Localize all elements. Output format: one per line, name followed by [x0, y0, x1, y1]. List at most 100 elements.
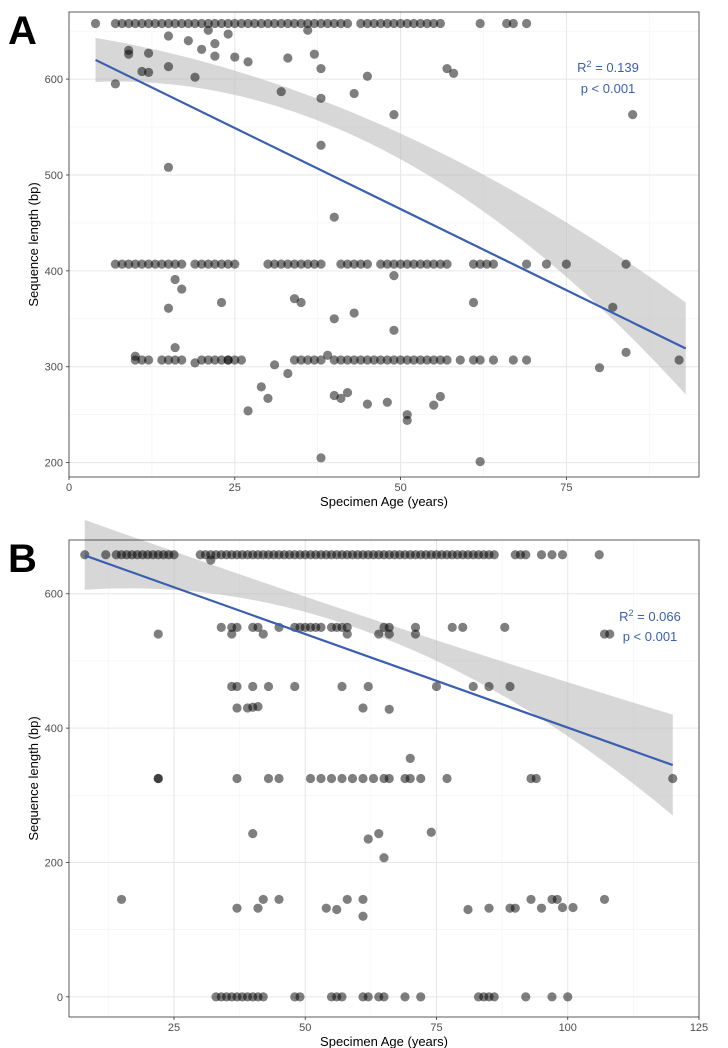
panel-a-data-point — [402, 415, 412, 426]
panel-a-y-axis-title: Sequence length (bp) — [26, 182, 41, 306]
panel-b-x-tick-label: 50 — [299, 1022, 311, 1034]
panel-a-data-point — [190, 259, 200, 269]
panel-a-data-point — [269, 18, 280, 29]
panel-a-data-point — [296, 297, 306, 308]
panel-a-data-point — [435, 391, 445, 402]
panel-a-data-point — [395, 355, 406, 365]
panel-b-data-point — [384, 622, 394, 632]
panel-b-data-point — [547, 550, 557, 560]
panel-b-data-point — [599, 894, 610, 905]
panel-a-data-point — [455, 355, 465, 365]
panel-b-data-point — [557, 902, 568, 913]
panel-a-data-point — [263, 259, 273, 269]
panel-a-data-point — [395, 259, 406, 269]
panel-b-r-squared: R2 = 0.066 — [619, 608, 681, 624]
panel-b-data-point — [258, 629, 268, 639]
panel-a-data-point — [223, 259, 233, 269]
panel-a-data-point — [223, 29, 233, 39]
panel-a-data-point — [243, 18, 253, 29]
panel-a-data-point — [263, 393, 273, 403]
panel-b-data-point — [521, 992, 531, 1002]
panel-a-data-point — [362, 399, 373, 409]
panel-a-data-point — [183, 36, 193, 46]
panel-a-data-point — [276, 86, 286, 97]
panel-a-data-point — [236, 18, 247, 29]
panel-b-data-point — [290, 681, 300, 692]
panel-a-data-point — [336, 259, 346, 269]
panel-b-data-point — [363, 834, 373, 844]
panel-a-data-point — [124, 18, 134, 29]
panel-a-data-point — [150, 259, 160, 269]
panel-a-data-point — [435, 355, 445, 365]
panel-a-data-point — [137, 18, 147, 29]
panel-b-data-point — [263, 681, 274, 692]
panel-a-data-point — [521, 18, 532, 29]
panel-a-data-point — [210, 39, 220, 49]
panel-a-data-point — [316, 140, 326, 150]
panel-b-data-point — [547, 992, 557, 1002]
panel-a-data-point — [342, 18, 353, 29]
panel-a-y-tick-label: 500 — [45, 170, 63, 182]
panel-a-data-point — [376, 18, 386, 29]
panel-a-data-point — [442, 63, 452, 74]
panel-b-chart: B 25 50 75 100 125 0 200 400 600 Specimen Age (y… — [8, 519, 708, 1048]
panel-b-data-point — [227, 629, 237, 639]
panel-a-data-point — [137, 259, 147, 269]
panel-a-r2-value: = 0.139 — [592, 60, 639, 75]
panel-a-data-point — [316, 63, 326, 74]
panel-a-data-point — [170, 274, 180, 285]
panel-b-data-point — [447, 622, 457, 632]
panel-b-data-point — [232, 622, 242, 632]
panel-a-data-point — [488, 259, 499, 269]
panel-b-data-point — [368, 773, 379, 784]
panel-a-data-point — [415, 18, 426, 29]
panel-b-data-point — [342, 894, 352, 905]
panel-a-data-point — [389, 325, 399, 335]
panel-a-data-point — [143, 355, 154, 365]
panel-a-data-point — [163, 18, 174, 29]
panel-b-data-point — [253, 702, 263, 712]
panel-a-data-point — [250, 18, 260, 29]
panel-a-data-point — [349, 308, 359, 318]
panel-b-data-point — [358, 773, 368, 784]
panel-a-data-point — [435, 259, 445, 269]
panel-b-data-point — [379, 853, 389, 863]
panel-a-data-point — [309, 18, 319, 29]
panel-b-data-point — [274, 894, 284, 905]
panel-a-data-point — [223, 355, 233, 365]
panel-b-data-point — [363, 681, 373, 692]
panel-b-data-point — [484, 903, 494, 913]
panel-a-data-point — [117, 259, 127, 269]
panel-b-data-point — [337, 992, 347, 1002]
panel-b-data-point — [332, 904, 342, 915]
panel-b-data-point — [232, 681, 242, 692]
panel-a-plot-frame — [68, 11, 700, 478]
panel-b-data-point — [232, 903, 242, 913]
panel-a-data-point — [130, 18, 140, 29]
panel-a-data-point — [316, 259, 326, 269]
panel-b-r2-base: R — [619, 609, 628, 624]
panel-a-data-point — [177, 18, 187, 29]
panel-a-data-point — [303, 18, 313, 29]
panel-a-data-point — [230, 52, 240, 62]
panel-a-data-point — [369, 18, 379, 29]
panel-a-data-point — [163, 355, 174, 365]
panel-a-data-point — [362, 18, 373, 29]
panel-a-data-point — [329, 212, 339, 222]
panel-a-data-point — [349, 259, 359, 269]
panel-a-data-point — [170, 342, 180, 353]
panel-a-data-point — [376, 259, 386, 269]
panel-a-data-point — [283, 368, 293, 379]
panel-b-data-point — [405, 753, 415, 763]
panel-a-letter: A — [8, 9, 37, 53]
panel-b-data-point — [248, 681, 258, 692]
panel-a-data-point — [124, 259, 134, 269]
panel-a-data-point — [289, 259, 300, 269]
panel-b-data-point — [321, 903, 331, 913]
panel-a-data-point — [356, 355, 366, 365]
panel-b-data-point — [410, 622, 421, 632]
panel-a-data-point — [362, 259, 373, 269]
panel-b-data-point — [347, 773, 358, 784]
panel-b-confidence-band — [84, 519, 673, 816]
panel-a-data-point — [336, 18, 346, 29]
